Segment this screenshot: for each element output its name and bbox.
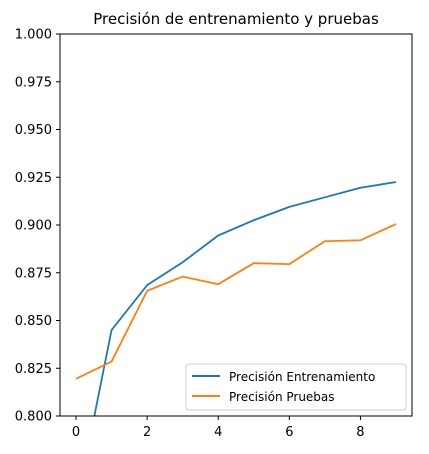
plot-area <box>60 34 412 416</box>
legend: Precisión Entrenamiento Precisión Prueba… <box>185 363 407 411</box>
series-line-0 <box>93 181 397 416</box>
x-tick-label: 8 <box>356 425 364 440</box>
axes-layer: 0 2 4 6 8 0.800 0.825 0.850 0.875 0.900 0.925 0.950… <box>15 28 413 440</box>
y-tick-label: 1.000 <box>15 28 52 43</box>
legend-box <box>185 363 407 411</box>
y-tick-label: 0.875 <box>15 266 52 281</box>
y-tick-label: 0.975 <box>15 75 52 90</box>
x-tick-label: 6 <box>285 425 293 440</box>
legend-label-tests: Precisión Pruebas <box>229 390 335 404</box>
y-tick-label: 0.900 <box>15 219 52 234</box>
x-tick-label: 4 <box>214 425 222 440</box>
y-tick-label: 0.825 <box>15 362 52 377</box>
y-tick-label: 0.950 <box>15 123 52 138</box>
y-tick-label: 0.925 <box>15 171 52 186</box>
chart-title: Precisión de entrenamiento y pruebas <box>93 10 379 28</box>
series-layer <box>75 181 397 416</box>
series-line-1 <box>75 223 397 380</box>
legend-label-training: Precisión Entrenamiento <box>229 370 375 384</box>
y-tick-label: 0.850 <box>15 314 52 329</box>
x-tick-label: 2 <box>143 425 151 440</box>
y-tick-label: 0.800 <box>15 410 52 425</box>
x-tick-label: 0 <box>72 425 80 440</box>
